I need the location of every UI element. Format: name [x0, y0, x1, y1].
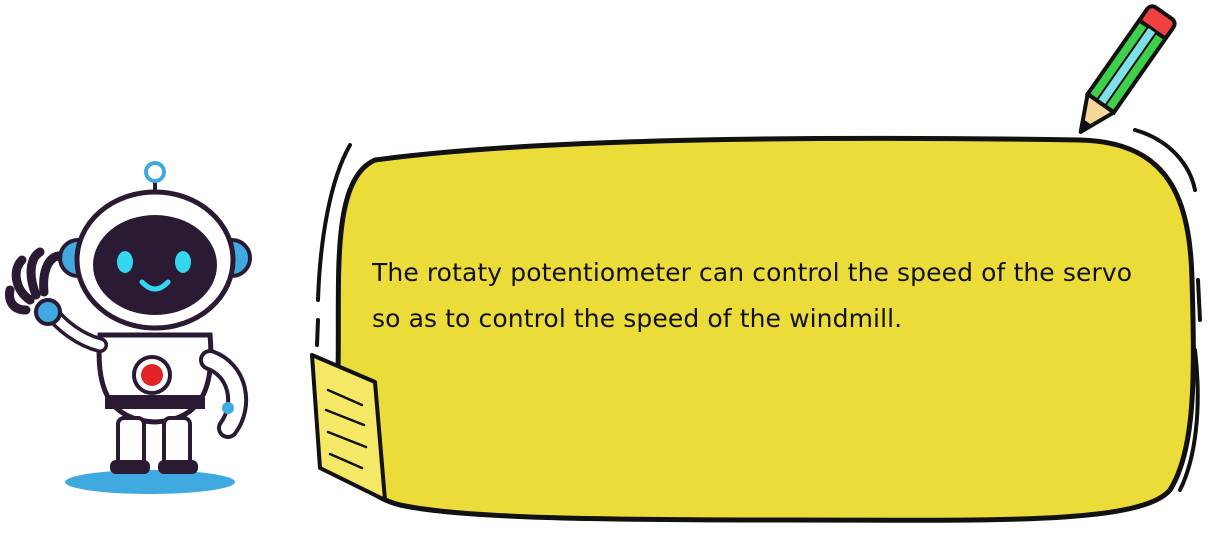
- message-line-2: so as to control the speed of the windmi…: [372, 304, 903, 333]
- message-text: The rotaty potentiometer can control the…: [372, 250, 1172, 342]
- message-line-1: The rotaty potentiometer can control the…: [372, 258, 1133, 287]
- pencil-icon: [1078, 4, 1177, 134]
- sticky-note-icon: [310, 353, 387, 502]
- robot-mascot-icon: [5, 161, 252, 494]
- speech-bubble: [310, 128, 1202, 523]
